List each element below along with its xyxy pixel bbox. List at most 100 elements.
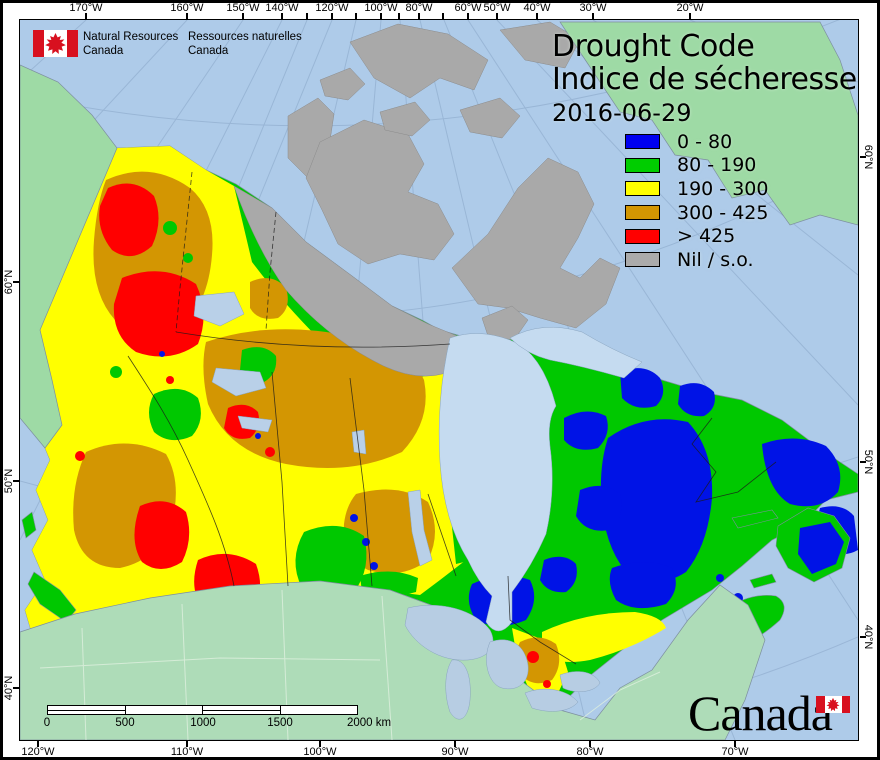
legend-label: 80 - 190: [677, 154, 757, 177]
wordmark-text: Canada: [688, 685, 833, 741]
legend-item: 0 - 80: [625, 131, 768, 153]
canada-wordmark: Canada: [688, 685, 850, 741]
regions-blue-east: [446, 368, 858, 644]
regions-red-s-ontario: [527, 651, 551, 688]
alaska: [20, 64, 118, 449]
legend-swatch: [625, 157, 660, 173]
legend-label: 190 - 300: [677, 177, 769, 200]
axis-tick-top: [592, 13, 594, 19]
dept-fr-line2: Canada: [188, 44, 229, 57]
legend-item: 80 - 190: [625, 154, 768, 176]
axis-tick-bottom: [734, 741, 736, 747]
axis-label-top: 40°W: [523, 2, 551, 14]
dept-fr-line1: Ressources naturelles: [188, 31, 302, 43]
title-fr: Indice de sécheresse: [552, 62, 857, 97]
usa-state-borders: [39, 589, 661, 740]
axis-tick-top: [242, 13, 244, 19]
province-borders: [127, 171, 777, 665]
greenland: [559, 21, 858, 226]
title-en: Drought Code: [552, 29, 755, 64]
axis-tick-bottom: [454, 741, 456, 747]
scale-label: 500: [115, 717, 135, 729]
axis-tick-top-minor: [442, 13, 444, 19]
legend-item: 190 - 300: [625, 178, 768, 200]
axis-tick-top: [536, 13, 538, 19]
scale-segment: [203, 706, 281, 714]
legend: 0 - 80 80 - 190 190 - 300 300 - 425 > 425 Nil…: [625, 131, 768, 276]
axis-label-bottom: 70°W: [721, 746, 749, 758]
axis-label-top: 160°W: [170, 2, 204, 14]
title-date: 2016-06-29: [552, 99, 692, 127]
axis-tick-left: [13, 480, 19, 482]
axis-tick-left: [13, 687, 19, 689]
axis-label-bottom: 90°W: [441, 746, 469, 758]
nrcan-logo: [33, 30, 78, 57]
legend-label: 300 - 425: [677, 201, 769, 224]
axis-tick-right: [860, 636, 866, 638]
scale-bar-graphic: [47, 705, 358, 715]
dept-en-line1: Natural Resources: [83, 31, 179, 43]
scale-segment: [48, 706, 126, 714]
axis-label-top: 20°W: [676, 2, 704, 14]
legend-label: Nil / s.o.: [677, 248, 754, 271]
axis-label-top: 170°W: [69, 2, 103, 14]
canada-flag-icon: [33, 30, 78, 57]
scale-label: 2000 km: [346, 717, 392, 729]
canada-drought-map: [20, 20, 858, 740]
axis-label-top: 120°W: [315, 2, 349, 14]
scale-label: 1500: [267, 717, 293, 729]
axis-label-top: 30°W: [579, 2, 607, 14]
scale-bar-labels: 0 500 1000 1500 2000 km: [43, 717, 391, 731]
scale-bar: 0 500 1000 1500 2000 km: [43, 705, 391, 731]
legend-swatch: [625, 205, 660, 221]
maple-leaf-icon: [45, 32, 66, 55]
axis-tick-bottom: [37, 741, 39, 747]
axis-tick-top: [689, 13, 691, 19]
scale-segment: [281, 706, 358, 714]
legend-swatch: [625, 134, 660, 149]
legend-swatch: [625, 181, 660, 197]
axis-tick-top: [467, 13, 469, 19]
axis-tick-left: [13, 281, 19, 283]
dept-name-en: Natural Resources Canada: [83, 31, 178, 58]
axis-tick-top: [186, 13, 188, 19]
maple-leaf-icon: [826, 697, 840, 712]
legend-swatch: [625, 252, 660, 268]
axis-label-bottom: 80°W: [576, 746, 604, 758]
legend-item: Nil / s.o.: [625, 249, 768, 271]
axis-tick-top-minor: [355, 13, 357, 19]
axis-tick-top: [418, 13, 420, 19]
axis-label-top: 100°W: [364, 2, 398, 14]
legend-item: 300 - 425: [625, 202, 768, 224]
axis-tick-top: [496, 13, 498, 19]
axis-tick-top: [331, 13, 333, 19]
scale-segment: [126, 706, 203, 714]
hudson-bay: [438, 327, 643, 632]
axis-label-bottom: 120°W: [21, 746, 55, 758]
scale-label: 0: [43, 717, 51, 729]
axis-tick-bottom: [589, 741, 591, 747]
western-lakes: [193, 291, 433, 567]
usa: [20, 580, 766, 740]
axis-tick-top: [281, 13, 283, 19]
axis-tick-top: [380, 13, 382, 19]
canada-flag-icon: [816, 696, 850, 713]
axis-label-bottom: 110°W: [170, 746, 204, 758]
legend-item: > 425: [625, 225, 768, 247]
axis-tick-bottom: [186, 741, 188, 747]
axis-tick-bottom: [319, 741, 321, 747]
axis-label-top: 140°W: [265, 2, 299, 14]
axis-label-top: 50°W: [483, 2, 511, 14]
axis-tick-top-minor: [398, 13, 400, 19]
axis-label-bottom: 100°W: [303, 746, 337, 758]
legend-label: 0 - 80: [677, 130, 733, 153]
arctic-islands-nil: [287, 21, 621, 341]
dept-en-line2: Canada: [83, 44, 124, 57]
axis-label-top: 60°W: [454, 2, 482, 14]
scale-label: 1000: [190, 717, 216, 729]
region-blue-newfoundland: [798, 522, 844, 574]
map-title: Drought Code Indice de sécheresse 2016-0…: [552, 30, 857, 128]
axis-tick-top-minor: [306, 13, 308, 19]
axis-label-top: 150°W: [226, 2, 260, 14]
